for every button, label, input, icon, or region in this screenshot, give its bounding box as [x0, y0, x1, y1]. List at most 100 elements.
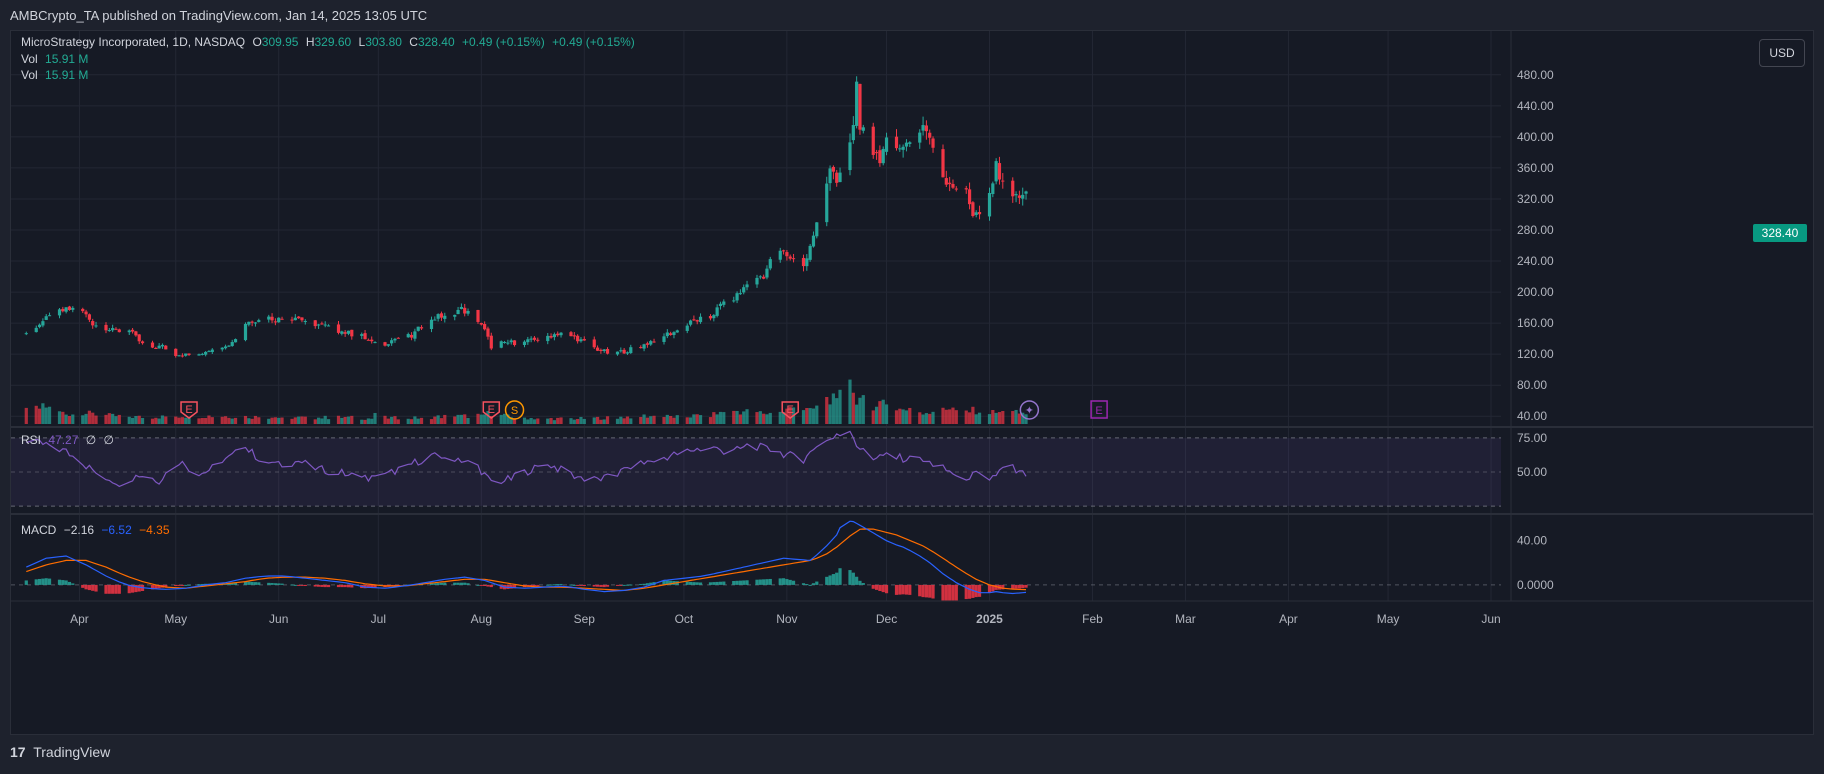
time-axis-tick: Aug	[471, 612, 492, 626]
symbol-label[interactable]: MicroStrategy Incorporated, 1D, NASDAQ	[21, 35, 246, 49]
volume-bar	[416, 418, 420, 424]
candle-body	[154, 347, 158, 349]
volume-legend-2: Vol 15.91 M	[21, 68, 88, 82]
candle-body	[180, 355, 184, 357]
macd-histogram-bar	[768, 578, 772, 585]
volume-bar	[692, 414, 696, 424]
volume-bar	[130, 417, 135, 424]
macd-line	[26, 520, 1027, 595]
macd-histogram-bar	[874, 584, 879, 590]
macd-histogram-bar	[270, 583, 274, 585]
split-marker-icon	[504, 400, 525, 420]
macd-histogram-bar	[343, 584, 347, 588]
volume-bar	[788, 406, 792, 424]
macd-histogram-bar	[605, 584, 610, 587]
candle-body	[572, 335, 576, 337]
volume-label[interactable]: Vol	[21, 52, 38, 66]
macd-histogram-bar	[370, 584, 374, 588]
volume-bar	[605, 416, 610, 424]
volume-bar	[851, 392, 855, 424]
volume-bar	[140, 418, 145, 424]
candle-body	[483, 324, 487, 330]
volume-bar	[486, 410, 490, 424]
candle-body	[649, 341, 653, 345]
volume-bar	[918, 412, 922, 424]
volume-bar	[390, 416, 394, 424]
candle-body	[944, 178, 948, 185]
candle-body	[316, 324, 321, 326]
macd-histogram-bar	[273, 583, 277, 585]
macd-histogram-bar	[639, 583, 643, 585]
macd-histogram-bar	[599, 584, 603, 587]
macd-histogram-bar	[778, 578, 782, 585]
rsi-axis-tick: 50.00	[1517, 465, 1547, 479]
macd-histogram-bar	[453, 582, 457, 585]
volume-bar	[303, 416, 307, 424]
volume-bar	[436, 415, 440, 424]
volume-bar	[948, 409, 952, 424]
macd-histogram-bar	[532, 584, 537, 586]
earnings-marker-icon	[781, 401, 799, 419]
macd-histogram-bar	[174, 584, 178, 586]
candle-body	[393, 338, 397, 341]
candle-body	[881, 148, 885, 164]
volume-bar	[336, 415, 341, 424]
brand-label[interactable]: TradingView	[33, 744, 111, 760]
candle-body	[157, 345, 161, 349]
close-value: 328.40	[417, 35, 455, 49]
candle-body	[499, 341, 503, 348]
volume-bar	[742, 411, 746, 424]
volume-bar	[413, 416, 417, 424]
volume-label-2[interactable]: Vol	[21, 68, 38, 82]
volume-bar	[466, 418, 470, 424]
chart-canvas[interactable]: 480.00 440.00 400.00 360.00 320.00 280.00 240.…	[11, 31, 1814, 735]
candle-body	[835, 172, 839, 183]
volume-bar	[921, 414, 925, 424]
macd-label[interactable]: MACD	[21, 523, 57, 537]
candle-body	[270, 316, 274, 321]
candle-body	[174, 348, 178, 356]
macd-histogram-bar	[366, 584, 370, 589]
macd-histogram-bar	[765, 579, 769, 585]
rsi-label[interactable]: RSI	[21, 433, 42, 447]
volume-bar	[526, 419, 530, 424]
candle-body	[599, 349, 603, 351]
currency-button[interactable]: USD	[1759, 39, 1805, 67]
volume-bar	[974, 414, 978, 424]
candle-body	[595, 347, 600, 351]
tradingview-logo-icon[interactable]: 17	[10, 744, 26, 760]
macd-histogram-bar	[801, 583, 806, 585]
macd-histogram-bar	[486, 584, 490, 587]
macd-histogram-bar	[250, 581, 254, 585]
volume-bar	[463, 414, 467, 424]
macd-histogram-bar	[84, 584, 88, 590]
volume-bar	[931, 411, 935, 424]
volume-bar	[300, 416, 304, 424]
volume-bar	[805, 407, 809, 424]
volume-bar	[313, 419, 317, 424]
candle-body	[293, 317, 297, 321]
macd-histogram-bar	[698, 582, 703, 585]
candle-body	[429, 319, 434, 329]
candle-body	[921, 125, 925, 131]
volume-bar	[247, 418, 251, 424]
macd-histogram-bar	[157, 584, 161, 589]
macd-histogram-bar	[941, 584, 945, 601]
candle-body	[991, 183, 995, 195]
macd-histogram-bar	[602, 584, 606, 588]
candle-body	[675, 330, 679, 333]
candle-body	[1024, 191, 1028, 194]
macd-histogram-bar	[762, 579, 766, 585]
macd-signal-value: −4.35	[139, 523, 170, 537]
macd-histogram-bar	[64, 580, 68, 585]
volume-bar	[855, 404, 859, 424]
candle-body	[57, 309, 62, 316]
candle-body	[805, 258, 809, 267]
candle-body	[669, 333, 673, 336]
chart-container[interactable]: 480.00 440.00 400.00 360.00 320.00 280.00 240.…	[10, 30, 1814, 735]
candle-body	[546, 335, 550, 342]
time-axis-tick: Jun	[269, 612, 288, 626]
volume-bar	[669, 416, 673, 424]
candle-body	[383, 342, 387, 346]
volume-bar	[901, 409, 905, 424]
